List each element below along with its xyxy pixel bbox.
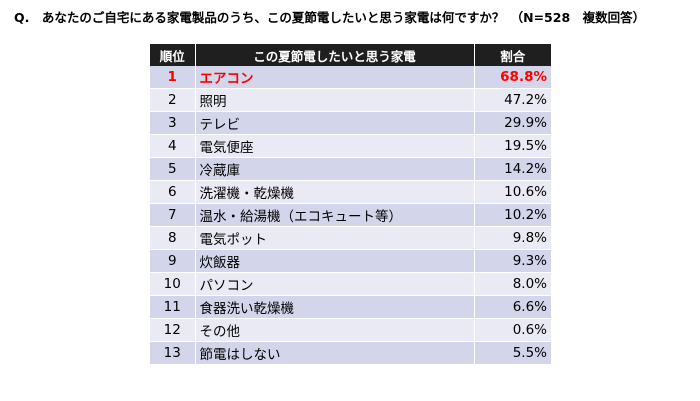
share-cell: 68.8% <box>474 66 551 89</box>
table-row: 12 その他 0.6% <box>150 318 551 342</box>
item-cell: 食器洗い乾燥機 <box>195 295 475 319</box>
item-cell: その他 <box>195 318 475 342</box>
share-cell: 0.6% <box>474 318 551 342</box>
rank-cell: 3 <box>150 111 196 135</box>
table-row: 5 冷蔵庫 14.2% <box>150 157 551 181</box>
share-cell: 14.2% <box>474 157 551 181</box>
table-row: 7 温水・給湯機（エコキュート等） 10.2% <box>150 203 551 227</box>
item-cell: 温水・給湯機（エコキュート等） <box>195 203 475 227</box>
header-row: 順位 この夏節電したいと思う家電 割合 <box>150 44 551 66</box>
table-row: 13 節電はしない 5.5% <box>150 341 551 365</box>
share-cell: 10.2% <box>474 203 551 227</box>
item-cell: エアコン <box>195 66 475 89</box>
share-cell: 9.8% <box>474 226 551 250</box>
item-cell: テレビ <box>195 111 475 135</box>
share-cell: 10.6% <box>474 180 551 204</box>
rank-cell: 12 <box>150 318 196 342</box>
table-row: 2 照明 47.2% <box>150 88 551 112</box>
rank-cell: 13 <box>150 341 196 365</box>
rank-header: 順位 <box>150 44 196 66</box>
rank-cell: 2 <box>150 88 196 112</box>
share-cell: 5.5% <box>474 341 551 365</box>
share-cell: 9.3% <box>474 249 551 273</box>
survey-question: Q. あなたのご自宅にある家電製品のうち、この夏節電したいと思う家電は何ですか？… <box>14 10 646 25</box>
rank-cell: 4 <box>150 134 196 158</box>
rank-cell: 9 <box>150 249 196 273</box>
table-row: 11 食器洗い乾燥機 6.6% <box>150 295 551 319</box>
rank-cell: 10 <box>150 272 196 296</box>
share-header: 割合 <box>474 44 551 66</box>
table-row: 10 パソコン 8.0% <box>150 272 551 296</box>
table-row: 9 炊飯器 9.3% <box>150 249 551 273</box>
item-cell: 洗濯機・乾燥機 <box>195 180 475 204</box>
item-cell: 節電はしない <box>195 341 475 365</box>
table-row: 1 エアコン 68.8% <box>150 66 551 89</box>
share-cell: 6.6% <box>474 295 551 319</box>
item-cell: 電気ポット <box>195 226 475 250</box>
table-row: 6 洗濯機・乾燥機 10.6% <box>150 180 551 204</box>
item-cell: 炊飯器 <box>195 249 475 273</box>
table-row: 3 テレビ 29.9% <box>150 111 551 135</box>
share-cell: 19.5% <box>474 134 551 158</box>
share-cell: 8.0% <box>474 272 551 296</box>
rank-cell: 5 <box>150 157 196 181</box>
rank-cell: 11 <box>150 295 196 319</box>
item-header: この夏節電したいと思う家電 <box>195 44 475 66</box>
share-cell: 29.9% <box>474 111 551 135</box>
rank-cell: 6 <box>150 180 196 204</box>
rank-cell: 8 <box>150 226 196 250</box>
share-cell: 47.2% <box>474 88 551 112</box>
table-row: 8 電気ポット 9.8% <box>150 226 551 250</box>
rank-cell: 1 <box>150 66 196 89</box>
results-table: 順位 この夏節電したいと思う家電 割合 1 エアコン 68.8% 2 照明 47… <box>150 44 551 365</box>
item-cell: 冷蔵庫 <box>195 157 475 181</box>
item-cell: 照明 <box>195 88 475 112</box>
item-cell: 電気便座 <box>195 134 475 158</box>
rank-cell: 7 <box>150 203 196 227</box>
table-row: 4 電気便座 19.5% <box>150 134 551 158</box>
item-cell: パソコン <box>195 272 475 296</box>
